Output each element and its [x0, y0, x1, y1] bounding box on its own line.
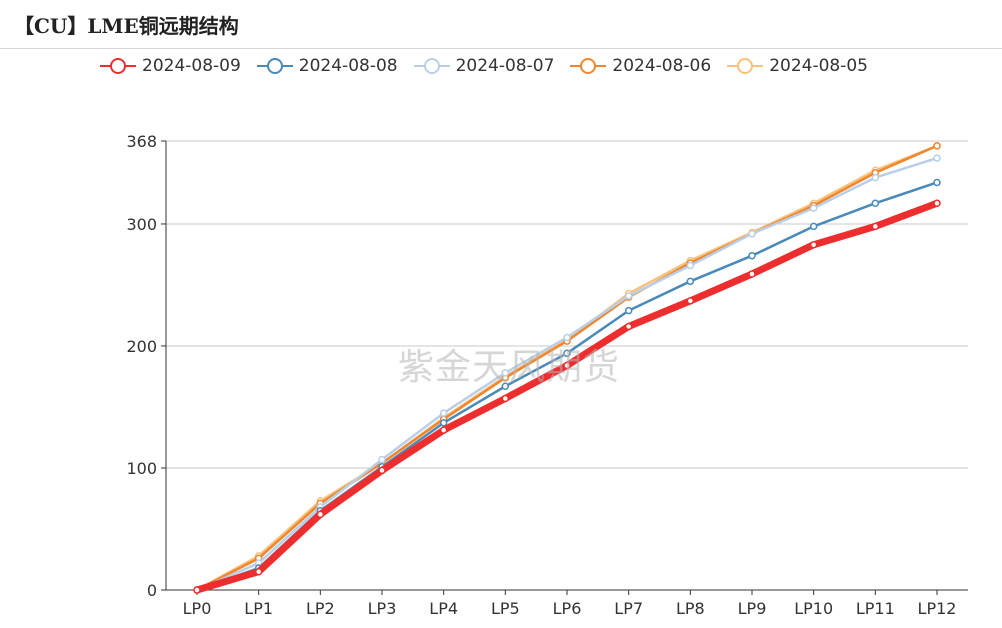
data-point: [439, 426, 448, 434]
legend-label: 2024-08-06: [612, 56, 712, 76]
data-point: [748, 270, 756, 278]
data-point: [809, 204, 818, 212]
legend-marker-icon: [100, 58, 136, 74]
data-point: [871, 199, 880, 207]
x-tick-label: LP7: [614, 599, 643, 618]
x-tick-label: LP5: [491, 599, 520, 618]
title-divider: [0, 48, 1002, 49]
x-tick-label: LP1: [244, 599, 273, 618]
data-point: [254, 567, 263, 576]
data-point: [624, 292, 633, 300]
data-point: [933, 199, 941, 207]
data-point: [686, 297, 695, 305]
data-point: [933, 178, 941, 187]
legend-item[interactable]: 2024-08-08: [256, 55, 398, 77]
y-tick-label: 200: [126, 337, 157, 356]
data-point: [933, 154, 941, 162]
legend-item[interactable]: 2024-08-05: [727, 55, 868, 77]
legend-label: 2024-08-09: [142, 56, 241, 76]
x-tick-label: LP8: [676, 599, 705, 618]
x-tick-label: LP4: [429, 599, 458, 618]
chart-title: 【CU】LME铜远期结构: [14, 14, 239, 38]
data-point: [624, 322, 633, 331]
data-point: [933, 142, 941, 150]
data-point: [871, 173, 880, 182]
data-point: [563, 361, 571, 370]
data-point: [748, 229, 756, 238]
legend-item[interactable]: 2024-08-07: [413, 55, 555, 77]
x-tick-label: LP10: [794, 599, 833, 618]
data-point: [501, 369, 510, 377]
data-point: [624, 306, 633, 315]
data-point: [378, 466, 386, 475]
x-tick-label: LP6: [553, 599, 582, 618]
data-point: [501, 382, 510, 390]
legend-item[interactable]: 2024-08-09: [100, 55, 241, 77]
watermark-text: 紫金天风期货: [398, 347, 621, 388]
legend-marker-icon: [256, 58, 293, 74]
data-point: [686, 277, 695, 286]
legend-label: 2024-08-07: [455, 56, 555, 76]
chart-legend: 2024-08-09 2024-08-08 2024-08-07 2024-08-06…: [100, 53, 868, 79]
x-tick-label: LP9: [738, 599, 767, 618]
data-point: [809, 222, 818, 231]
series-line: [193, 199, 941, 594]
y-tick-label: 368: [126, 132, 157, 151]
legend-marker-icon: [413, 58, 450, 74]
data-point: [316, 510, 325, 519]
data-point: [809, 240, 818, 249]
data-point: [501, 394, 510, 403]
y-tick-label: 100: [126, 459, 157, 478]
data-point: [563, 333, 571, 342]
y-tick-label: 0: [147, 581, 157, 600]
data-point: [871, 222, 880, 231]
x-tick-label: LP3: [368, 599, 397, 618]
legend-marker-icon: [570, 58, 607, 74]
legend-marker-icon: [727, 58, 764, 74]
legend-item[interactable]: 2024-08-06: [570, 55, 711, 77]
data-point: [439, 409, 448, 417]
legend-label: 2024-08-08: [298, 56, 398, 76]
x-tick-label: LP0: [183, 599, 212, 618]
data-point: [563, 349, 571, 358]
y-tick-label: 300: [126, 215, 157, 234]
x-tick-label: LP12: [918, 599, 957, 618]
legend-label: 2024-08-05: [769, 56, 868, 76]
x-tick-label: LP2: [306, 599, 335, 618]
data-point: [748, 251, 756, 260]
data-point: [193, 586, 201, 594]
data-point: [439, 419, 448, 427]
data-point: [686, 261, 695, 270]
data-point: [378, 455, 386, 464]
x-tick-label: LP11: [856, 599, 895, 618]
